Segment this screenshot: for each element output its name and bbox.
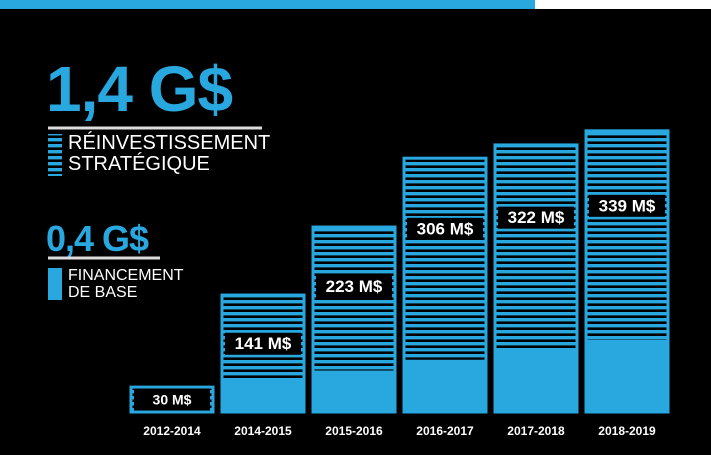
legend-label: RÉINVESTISSEMENT STRATÉGIQUE <box>68 132 270 175</box>
bar-base <box>404 359 486 412</box>
x-tick-label: 2012-2014 <box>143 424 201 438</box>
value-label: 30 M$ <box>153 391 192 407</box>
value-label-bg <box>407 217 483 240</box>
legend-amount: 1,4 G$ <box>46 53 233 125</box>
x-tick-label: 2015-2016 <box>325 424 383 438</box>
x-tick-label: 2014-2015 <box>234 424 292 438</box>
x-tick-label: 2018-2019 <box>598 424 656 438</box>
value-label: 223 M$ <box>326 277 383 296</box>
bar-base <box>495 349 577 412</box>
legend-swatch-striped <box>48 134 62 176</box>
top-band <box>0 0 535 9</box>
value-label: 306 M$ <box>417 219 474 238</box>
value-label-bg <box>589 194 665 217</box>
value-label-bg <box>225 332 301 355</box>
legend-label: FINANCEMENT DE BASE <box>68 267 184 301</box>
legend-swatch-solid <box>48 268 62 300</box>
value-label: 141 M$ <box>235 334 292 353</box>
x-tick-label: 2017-2018 <box>507 424 565 438</box>
bar-base <box>222 380 304 412</box>
bar-base <box>313 370 395 412</box>
value-label: 339 M$ <box>599 196 656 215</box>
value-label-bg <box>134 388 210 411</box>
legend-amount: 0,4 G$ <box>46 218 149 259</box>
value-label: 322 M$ <box>508 208 565 227</box>
value-label-bg <box>316 275 392 298</box>
value-label-bg <box>498 206 574 229</box>
bar-base <box>586 339 668 412</box>
x-tick-label: 2016-2017 <box>416 424 474 438</box>
